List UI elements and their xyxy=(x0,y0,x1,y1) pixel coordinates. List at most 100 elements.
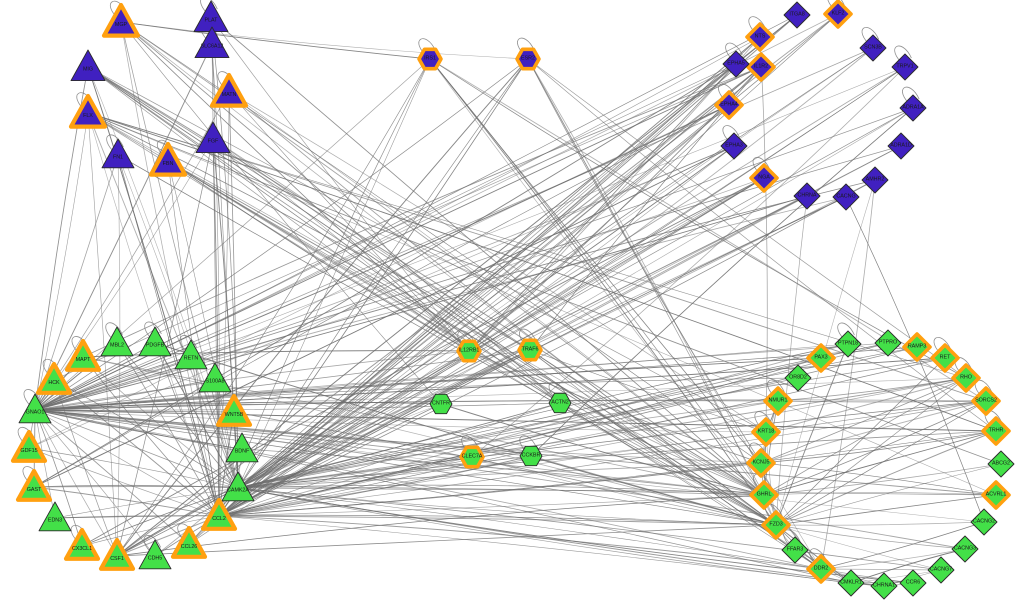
node-cacng2[interactable]: CACNG2 xyxy=(970,508,998,536)
edge xyxy=(775,430,997,526)
edge xyxy=(760,377,967,464)
node-epha5[interactable]: EPHA5 xyxy=(722,50,750,78)
edge xyxy=(81,177,765,547)
node-fbn[interactable]: FBN xyxy=(147,140,189,182)
edge xyxy=(120,21,220,517)
node-sorcs2[interactable]: SORCS2 xyxy=(969,384,1002,417)
edge xyxy=(763,492,997,496)
node-epha3[interactable]: EPHA3 xyxy=(720,132,748,160)
node-fn1[interactable]: FN1 xyxy=(101,138,135,172)
edge xyxy=(34,107,914,411)
node-cntfr[interactable]: CNTFR xyxy=(429,392,453,416)
edge xyxy=(237,487,852,584)
edge xyxy=(850,548,966,584)
node-chrna[interactable]: CHRNA xyxy=(793,182,821,210)
edge xyxy=(233,411,777,526)
edge xyxy=(82,66,762,358)
node-pdgfb[interactable]: PDGFB xyxy=(138,326,172,360)
node-ccl26[interactable]: CCL26 xyxy=(169,524,209,564)
node-gnao1[interactable]: GNAO1 xyxy=(18,393,52,427)
edge xyxy=(760,400,987,464)
node-nga[interactable]: NGA xyxy=(747,161,780,194)
edge xyxy=(527,58,762,464)
edge xyxy=(33,145,735,488)
node-klf2[interactable]: KLF2 xyxy=(821,0,854,31)
node-mbl2[interactable]: MBL2 xyxy=(100,326,134,360)
node-actn2[interactable]: ACTN2 xyxy=(548,391,572,415)
edge xyxy=(237,400,779,489)
node-esr2[interactable]: ESR2 xyxy=(513,44,542,73)
edge xyxy=(775,195,808,526)
edge xyxy=(34,409,767,433)
node-adra1a[interactable]: ADRA1A xyxy=(899,94,927,122)
edge xyxy=(440,403,765,496)
node-wnt5b[interactable]: WNT5B xyxy=(214,392,254,432)
node-ghrl[interactable]: GHRL xyxy=(747,478,780,511)
node-mig[interactable]: MIG xyxy=(70,49,106,85)
edge xyxy=(218,431,767,517)
edge xyxy=(34,357,822,411)
node-adra1d[interactable]: ADRA1D xyxy=(887,132,915,160)
node-fgf[interactable]: FGF xyxy=(195,121,231,157)
edge xyxy=(34,409,997,432)
edge xyxy=(468,47,874,352)
node-cdh5[interactable]: CDH5 xyxy=(138,539,172,573)
node-ddr2[interactable]: DDR2 xyxy=(804,552,837,585)
node-epha4[interactable]: EPHA4 xyxy=(712,88,745,121)
edge xyxy=(527,58,997,432)
edge xyxy=(87,112,118,557)
edge xyxy=(116,14,798,557)
node-trhr[interactable]: TRHR xyxy=(979,414,1012,447)
node-csf1[interactable]: CSF1 xyxy=(97,536,137,576)
node-matn[interactable]: MATN xyxy=(208,71,250,113)
node-slc6a12[interactable]: SLC6A12 xyxy=(194,26,230,62)
edge xyxy=(237,47,874,489)
node-trpv1[interactable]: TRPV1 xyxy=(891,53,919,81)
node-nts[interactable]: NTS xyxy=(743,20,776,53)
node-bdnf[interactable]: BDNF xyxy=(225,432,259,466)
edge xyxy=(237,400,987,489)
node-amhr2[interactable]: AMHR2 xyxy=(861,166,889,194)
node-ccr6[interactable]: CCR6 xyxy=(899,569,927,597)
node-traf6[interactable]: TRAF6 xyxy=(515,335,544,364)
edge xyxy=(237,63,737,489)
node-cckbr[interactable]: CCKBR xyxy=(519,444,543,468)
node-acvrl1[interactable]: ACVRL1 xyxy=(979,478,1012,511)
node-abcg2[interactable]: ABCG2 xyxy=(987,450,1015,478)
node-ptpn18[interactable]: PTPN18 xyxy=(834,330,862,358)
edge xyxy=(116,58,431,557)
node-gdf15[interactable]: GDF15 xyxy=(9,428,49,468)
node-cacng3[interactable]: CACNG3 xyxy=(951,535,979,563)
edge xyxy=(218,402,561,517)
node-itga8[interactable]: ITGA8 xyxy=(783,1,811,29)
edge xyxy=(34,378,216,411)
node-scn3b[interactable]: SCN3B xyxy=(859,34,887,62)
node-nmur1[interactable]: NMUR1 xyxy=(761,384,794,417)
node-il12rb1[interactable]: IL12RB1 xyxy=(454,336,483,365)
edge xyxy=(760,462,997,496)
node-flx[interactable]: FLX xyxy=(67,92,109,134)
edge xyxy=(775,524,966,550)
edge xyxy=(777,400,987,403)
edge xyxy=(34,195,808,411)
node-irs1[interactable]: IRS1 xyxy=(415,44,444,73)
self-loop-edge xyxy=(106,134,124,155)
edge xyxy=(34,47,874,411)
edge xyxy=(28,145,735,449)
edge xyxy=(116,342,220,517)
edge xyxy=(87,112,470,352)
node-ptpro[interactable]: PTPRO xyxy=(874,329,902,357)
node-clec7a[interactable]: CLEC7A xyxy=(457,442,486,471)
node-mgp[interactable]: MGP xyxy=(100,1,142,43)
node-krt18[interactable]: KRT18 xyxy=(749,415,782,448)
node-cacng[interactable]: CACNG xyxy=(832,183,860,211)
node-chrna1[interactable]: CHRNA1 xyxy=(870,572,898,600)
edge xyxy=(775,463,1002,526)
node-kcnj5[interactable]: KCNJ5 xyxy=(744,446,777,479)
node-cacng7[interactable]: CACNG7 xyxy=(927,556,955,584)
edge xyxy=(559,402,777,526)
edge xyxy=(116,58,529,557)
edge xyxy=(167,160,852,584)
node-cmklr1[interactable]: CMKLR1 xyxy=(837,569,865,597)
